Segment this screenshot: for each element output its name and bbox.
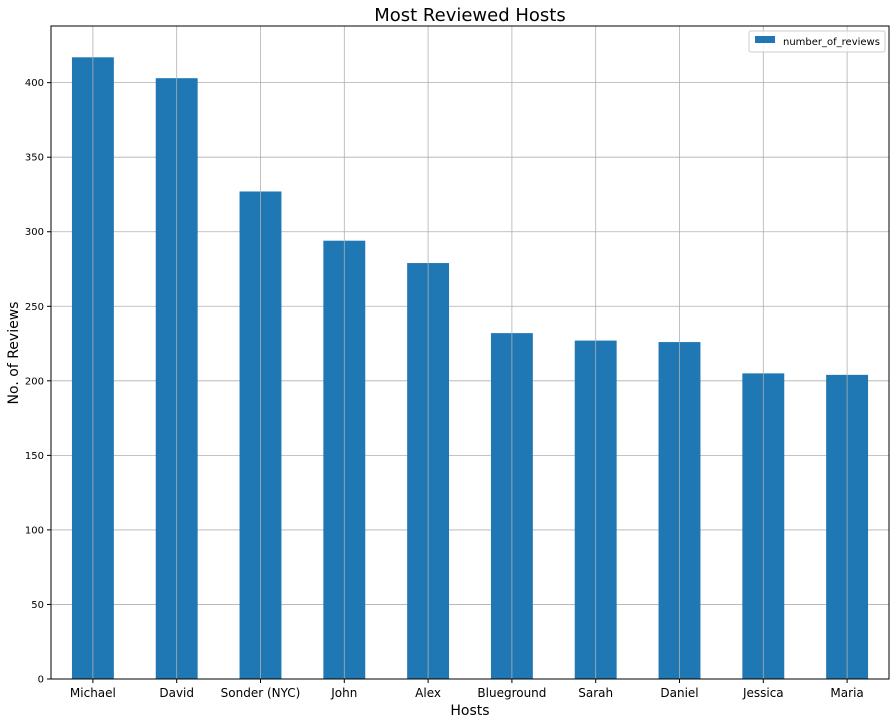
y-tick-label: 250	[25, 302, 44, 313]
x-tick-label: Michael	[70, 686, 116, 700]
x-tick-label: Jessica	[742, 686, 784, 700]
x-tick-label: Sarah	[578, 686, 613, 700]
x-tick-label: Daniel	[660, 686, 698, 700]
y-axis-ticks: 0 50 100 150 200 250 300 350 400	[25, 78, 51, 686]
plot-frame	[50, 25, 890, 680]
legend-swatch	[755, 36, 775, 43]
x-tick-label: Sonder (NYC)	[221, 686, 301, 700]
x-tick-label: Blueground	[477, 686, 546, 700]
y-axis-label: No. of Reviews	[6, 302, 22, 405]
y-tick-label: 50	[31, 600, 44, 611]
x-tick-label: John	[330, 686, 357, 700]
x-tick-label: David	[159, 686, 194, 700]
legend-box	[748, 30, 886, 53]
y-tick-label: 100	[25, 525, 44, 536]
x-tick-label: Alex	[415, 686, 441, 700]
y-tick-label: 350	[25, 153, 44, 164]
y-tick-label: 400	[25, 78, 44, 89]
y-tick-label: 300	[25, 227, 44, 238]
x-tick-label: Maria	[830, 686, 863, 700]
legend: number_of_reviews	[748, 30, 886, 53]
x-axis-label: Hosts	[450, 703, 489, 719]
y-tick-label: 150	[25, 451, 44, 462]
y-tick-label: 200	[25, 376, 44, 387]
chart-title: Most Reviewed Hosts	[374, 5, 566, 26]
x-grid-lines	[92, 26, 848, 679]
x-axis-ticks: Michael David Sonder (NYC) John Alex Bluegrou…	[70, 679, 864, 700]
legend-label: number_of_reviews	[783, 37, 880, 48]
y-tick-label: 0	[38, 675, 44, 686]
